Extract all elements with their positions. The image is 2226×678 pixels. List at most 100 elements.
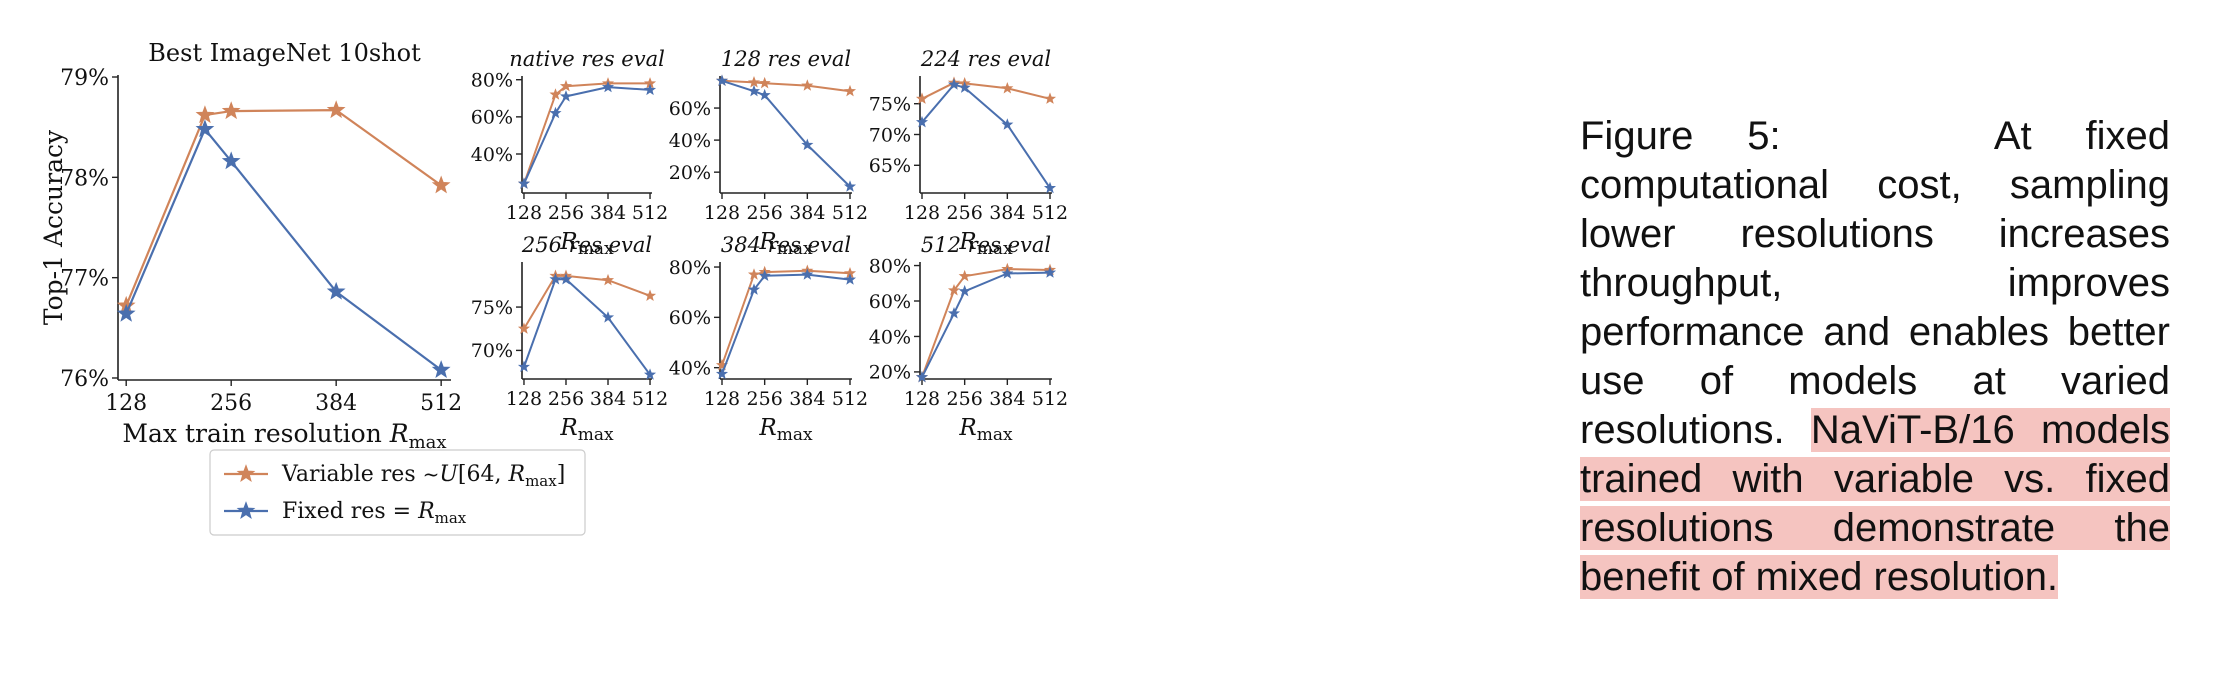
chart-title: 512 res eval — [921, 233, 1051, 257]
series-line-variable-res — [125, 108, 442, 307]
data-point-fixed-res — [947, 307, 961, 319]
series-line-fixed-res — [523, 86, 651, 185]
data-point-variable-res — [431, 175, 451, 194]
x-tick-label: 128 — [105, 391, 147, 416]
data-point-variable-res — [958, 269, 971, 282]
x-tick-label: 128 — [506, 202, 542, 224]
x-tick-label: 256 — [947, 388, 983, 410]
data-point-variable-res — [747, 268, 761, 280]
data-point-fixed-res — [947, 78, 961, 90]
x-tick-label: 256 — [947, 202, 983, 224]
chart-title: 384 res eval — [721, 233, 851, 257]
x-tick-label: 128 — [506, 388, 542, 410]
y-tick-label: 78% — [60, 166, 109, 191]
y-axis-label: Top-1 Accuracy — [39, 129, 68, 325]
data-point-fixed-res — [715, 367, 729, 380]
y-tick-label: 79% — [60, 66, 109, 91]
data-point-variable-res — [947, 284, 961, 296]
series-line-variable-res — [921, 268, 1051, 378]
data-point-fixed-res — [431, 360, 451, 378]
x-tick-label: 384 — [590, 202, 626, 224]
x-tick-label: 512 — [420, 391, 462, 416]
x-tick-label: 512 — [1032, 202, 1068, 224]
data-point-fixed-res — [195, 119, 215, 138]
data-point-variable-res — [643, 289, 657, 301]
y-tick-label: 75% — [471, 297, 513, 319]
y-tick-label: 60% — [471, 107, 513, 129]
x-tick-label: 384 — [789, 202, 825, 224]
y-tick-label: 80% — [471, 70, 513, 92]
x-tick-label: 128 — [904, 388, 940, 410]
data-point-variable-res — [1043, 92, 1057, 104]
y-tick-label: 40% — [669, 358, 711, 380]
y-tick-label: 20% — [869, 362, 911, 384]
data-point-fixed-res — [549, 106, 562, 119]
y-tick-label: 20% — [669, 162, 711, 184]
chart-title: 128 res eval — [721, 47, 851, 71]
data-point-fixed-res — [116, 303, 136, 322]
x-tick-label: 256 — [210, 391, 252, 416]
data-point-fixed-res — [601, 80, 615, 93]
data-point-variable-res — [221, 101, 241, 120]
data-point-fixed-res — [801, 268, 814, 280]
chart-title: 256 res eval — [521, 233, 652, 257]
data-point-fixed-res — [843, 180, 857, 192]
x-axis-label: Rmax — [958, 229, 1013, 259]
data-point-fixed-res — [326, 281, 346, 300]
x-tick-label: 512 — [1032, 388, 1068, 410]
y-tick-label: 75% — [869, 94, 911, 116]
data-point-fixed-res — [1043, 266, 1057, 278]
series-line-variable-res — [721, 269, 851, 366]
x-tick-label: 512 — [832, 202, 868, 224]
data-point-fixed-res — [559, 90, 573, 102]
y-tick-label: 40% — [869, 326, 911, 348]
legend-entry-fixed-res: Fixed res = Rmax — [282, 499, 467, 527]
data-point-fixed-res — [843, 273, 857, 285]
data-point-fixed-res — [1001, 118, 1014, 130]
series-line-fixed-res — [721, 273, 851, 375]
chart-panel-1: Best ImageNet 10shot 76% 77% 78% 79% 128 256 38… — [39, 39, 586, 536]
x-tick-label: 512 — [832, 388, 868, 410]
chart-panel-3: 128 res eval 20% 40% 60% 128 256 384 512 Rmax — [669, 47, 868, 259]
series-line-fixed-res — [125, 128, 442, 371]
x-tick-label: 384 — [989, 202, 1025, 224]
y-tick-label: 80% — [869, 255, 911, 277]
x-tick-label: 128 — [904, 202, 940, 224]
data-point-variable-res — [801, 79, 814, 91]
data-point-variable-res — [1001, 81, 1014, 94]
y-tick-label: 40% — [669, 130, 711, 152]
x-tick-label: 384 — [590, 388, 626, 410]
chart-title: 224 res eval — [920, 47, 1051, 71]
y-tick-label: 70% — [471, 340, 513, 362]
series-line-variable-res — [523, 82, 650, 185]
data-point-fixed-res — [758, 269, 771, 281]
data-point-fixed-res — [958, 284, 971, 297]
y-tick-label: 60% — [669, 98, 711, 120]
data-point-variable-res — [559, 79, 573, 92]
legend-entry-variable-res: Variable res ~U[64, Rmax] — [281, 462, 565, 490]
data-point-fixed-res — [643, 83, 657, 96]
data-point-fixed-res — [517, 360, 531, 373]
data-point-variable-res — [195, 105, 215, 124]
y-tick-label: 40% — [471, 144, 513, 166]
series-line-fixed-res — [721, 79, 851, 188]
legend-marker — [236, 464, 256, 482]
data-point-fixed-res — [549, 272, 562, 285]
data-point-fixed-res — [915, 370, 929, 383]
data-point-fixed-res — [517, 177, 531, 189]
x-tick-label: 256 — [548, 388, 584, 410]
data-point-fixed-res — [758, 88, 771, 101]
x-axis-label: Rmax — [758, 229, 813, 259]
x-tick-label: 256 — [747, 202, 783, 224]
y-tick-label: 60% — [669, 307, 711, 329]
data-point-fixed-res — [801, 138, 814, 151]
chart-panel-6: 384 res eval 40% 60% 80% 128 256 384 512 Rmax — [669, 233, 868, 445]
data-point-fixed-res — [1043, 181, 1057, 194]
chart-panel-2: native res eval 40% 60% 80% 128 256 384 512 Rmax — [471, 47, 668, 259]
x-axis-label: Rmax — [958, 415, 1013, 445]
data-point-fixed-res — [221, 151, 241, 170]
x-tick-label: 384 — [989, 388, 1025, 410]
data-point-variable-res — [326, 100, 346, 119]
y-tick-label: 80% — [669, 257, 711, 279]
